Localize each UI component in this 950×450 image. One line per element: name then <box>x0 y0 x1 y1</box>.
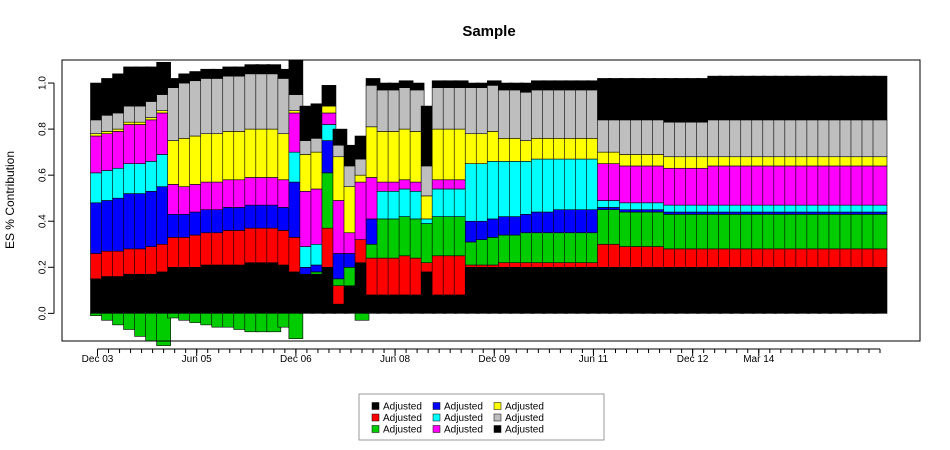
y-tick-label: 0.6 <box>38 168 49 182</box>
legend-swatch-2 <box>371 425 380 433</box>
legend-swatch-4 <box>432 413 441 422</box>
bar-segment-71-1 <box>872 248 888 268</box>
legend-label-4: Adjusted <box>444 413 483 424</box>
legend-label-2: Adjusted <box>383 425 422 436</box>
bar-segment-22-8 <box>332 128 348 146</box>
legend-box <box>358 393 605 441</box>
x-tick-label: Jun 11 <box>579 354 609 365</box>
bar-segment-71-0 <box>872 266 888 314</box>
x-tick-label: Dec 06 <box>280 354 312 365</box>
y-tick-label: 0.8 <box>38 122 49 136</box>
y-tick-label: 1.0 <box>38 76 49 90</box>
legend-swatch-6 <box>493 402 502 410</box>
legend-label-5: Adjusted <box>444 425 483 436</box>
x-tick-label: Dec 12 <box>677 354 709 365</box>
legend-label-3: Adjusted <box>444 402 483 413</box>
legend: AdjustedAdjustedAdjustedAdjustedAdjusted… <box>358 393 605 441</box>
y-tick-label: 0.0 <box>38 306 49 320</box>
bar-segment-18-8 <box>288 59 304 95</box>
y-tick-label: 0.2 <box>38 260 49 274</box>
x-tick-label: Dec 09 <box>478 354 510 365</box>
bar-segment-21-5 <box>321 112 337 125</box>
axes-layer: 0.0 0.2 0.4 0.6 0.8 1.0 Dec 03 Jun 05 Dec 06 Jun … <box>38 59 921 365</box>
x-tick-label: Jun 05 <box>182 354 212 365</box>
legend-swatch-5 <box>432 425 441 433</box>
legend-swatch-8 <box>493 425 502 433</box>
y-tick-label: 0.4 <box>38 214 49 228</box>
bar-segment-71-4 <box>872 204 888 213</box>
y-axis-label: ES % Contribution <box>3 151 17 249</box>
bar-segment-6-2 <box>156 313 171 346</box>
legend-swatch-1 <box>371 413 380 422</box>
legend-label-0: Adjusted <box>383 402 422 413</box>
bar-segment-29-8 <box>409 82 425 91</box>
bar-segment-71-5 <box>872 165 888 206</box>
legend-label-1: Adjusted <box>383 413 422 424</box>
legend-swatch-0 <box>371 402 380 410</box>
legend-label-6: Adjusted <box>505 402 544 413</box>
bar-segment-71-3 <box>872 211 888 215</box>
bar-segment-18-2 <box>288 313 304 339</box>
bar-segment-24-2 <box>354 313 370 321</box>
bar-segment-71-7 <box>872 119 888 158</box>
chart-title: Sample <box>462 23 515 40</box>
bar-segment-71-2 <box>872 214 888 250</box>
bar-segment-21-6 <box>321 105 337 114</box>
legend-label-7: Adjusted <box>505 413 544 424</box>
x-tick-label: Dec 03 <box>82 354 114 365</box>
x-tick-label: Mar 14 <box>743 354 775 365</box>
x-tick-label: Jun 08 <box>380 354 410 365</box>
plot-frame <box>61 59 921 342</box>
bar-segment-25-8 <box>365 78 381 86</box>
bar-segment-71-8 <box>872 75 888 121</box>
legend-swatch-7 <box>493 413 502 422</box>
bar-segment-71-6 <box>872 156 888 167</box>
bar-segment-21-8 <box>321 85 337 107</box>
bars-layer <box>90 59 888 346</box>
legend-swatch-3 <box>432 402 441 410</box>
legend-label-8: Adjusted <box>505 425 544 436</box>
